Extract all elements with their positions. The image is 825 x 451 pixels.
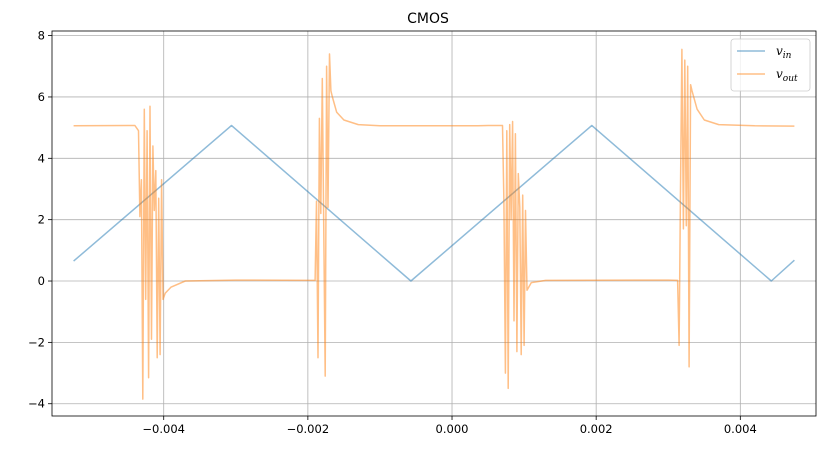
chart-title: CMOS: [407, 11, 449, 27]
legend-label-main: v: [776, 44, 783, 58]
x-tick-label: 0.000: [436, 422, 469, 436]
legend-label-v-in: vin: [776, 44, 792, 61]
y-tick-label: −2: [28, 335, 45, 349]
x-tick-label: 0.002: [580, 422, 613, 436]
y-tick-label: 4: [38, 151, 45, 165]
axes-frame: [51, 30, 817, 417]
y-tick-label: 6: [38, 90, 45, 104]
x-tick-label: −0.002: [287, 422, 330, 436]
x-tick-label: 0.004: [724, 422, 757, 436]
legend-box: [730, 38, 811, 92]
legend-label-subscript: out: [783, 74, 798, 84]
series-line-v-in: [73, 124, 795, 282]
y-tick-label: 8: [38, 29, 45, 43]
x-tick-label: −0.004: [142, 422, 185, 436]
y-tick-label: 2: [38, 213, 45, 227]
axis-ticks: −0.004 −0.002 0.000 0.002 0.004 −4 −2 0 2 4 6 8: [28, 29, 757, 436]
series-line-v-out: [73, 48, 795, 400]
legend-label-main: v: [776, 67, 783, 81]
legend-label-subscript: in: [783, 51, 792, 61]
legend-label-v-out: vout: [776, 67, 798, 84]
y-tick-label: 0: [38, 274, 45, 288]
series-layer: [73, 48, 795, 400]
y-tick-label: −4: [28, 397, 45, 411]
